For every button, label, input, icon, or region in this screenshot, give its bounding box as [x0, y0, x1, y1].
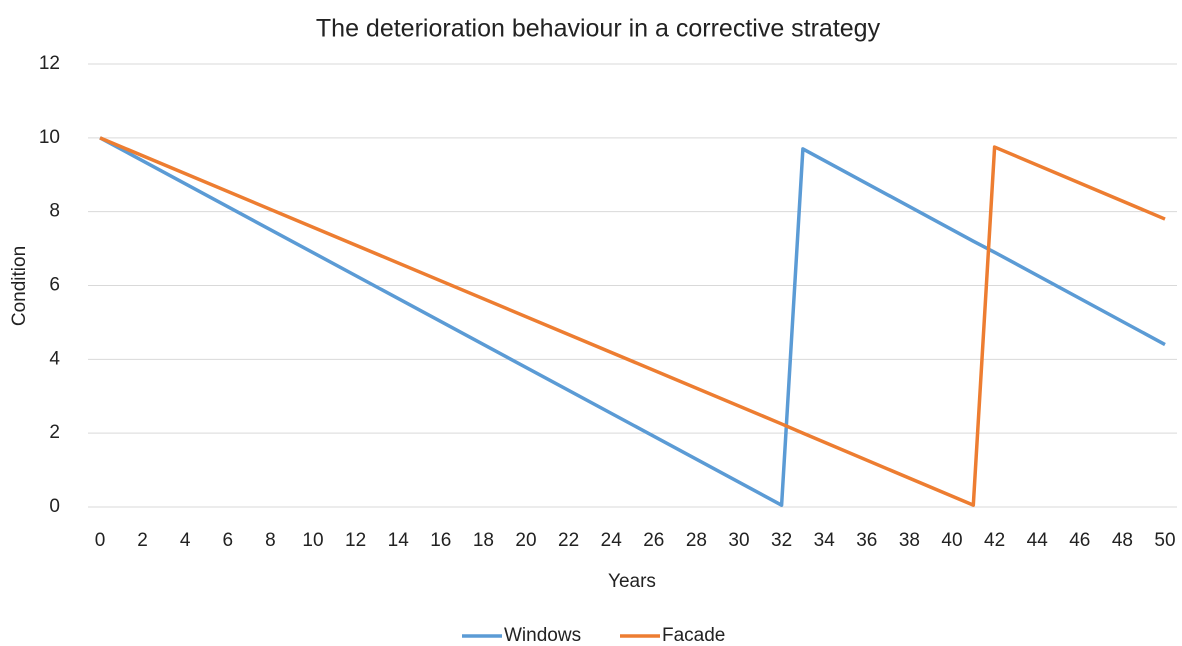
x-tick-label: 34: [814, 530, 836, 551]
x-tick-label: 46: [1069, 530, 1090, 551]
y-tick-label: 8: [49, 201, 60, 222]
y-tick-label: 4: [49, 348, 60, 369]
x-tick-label: 32: [771, 530, 792, 551]
x-tick-label: 2: [137, 530, 148, 551]
x-tick-label: 36: [856, 530, 877, 551]
x-tick-label: 30: [728, 530, 749, 551]
y-axis-label: Condition: [9, 246, 30, 326]
series-line: [99, 136, 1166, 507]
x-tick-label: 8: [265, 530, 276, 551]
y-tick-label: 12: [39, 53, 60, 74]
y-tick-label: 10: [39, 127, 60, 148]
y-tick-label: 2: [49, 422, 60, 443]
x-tick-label: 4: [180, 530, 191, 551]
y-tick-label: 0: [49, 496, 60, 517]
x-tick-label: 50: [1154, 530, 1175, 551]
x-tick-label: 48: [1112, 530, 1133, 551]
x-tick-label: 22: [558, 530, 579, 551]
chart-title: The deterioration behaviour in a correct…: [316, 15, 881, 43]
y-tick-label: 6: [49, 275, 60, 296]
legend-label: Facade: [662, 625, 725, 646]
x-tick-label: 20: [515, 530, 536, 551]
x-tick-label: 40: [941, 530, 962, 551]
x-tick-label: 44: [1027, 530, 1049, 551]
x-tick-label: 16: [430, 530, 451, 551]
x-tick-label: 14: [388, 530, 410, 551]
x-axis-label: Years: [608, 571, 656, 592]
x-tick-label: 24: [601, 530, 623, 551]
x-tick-label: 28: [686, 530, 707, 551]
x-tick-label: 6: [223, 530, 234, 551]
x-tick-label: 18: [473, 530, 494, 551]
x-tick-label: 10: [302, 530, 323, 551]
series-line: [99, 136, 1166, 507]
x-tick-label: 42: [984, 530, 1005, 551]
x-tick-label: 12: [345, 530, 366, 551]
x-tick-label: 0: [95, 530, 106, 551]
legend-label: Windows: [504, 625, 581, 646]
x-tick-label: 38: [899, 530, 920, 551]
x-tick-label: 26: [643, 530, 664, 551]
